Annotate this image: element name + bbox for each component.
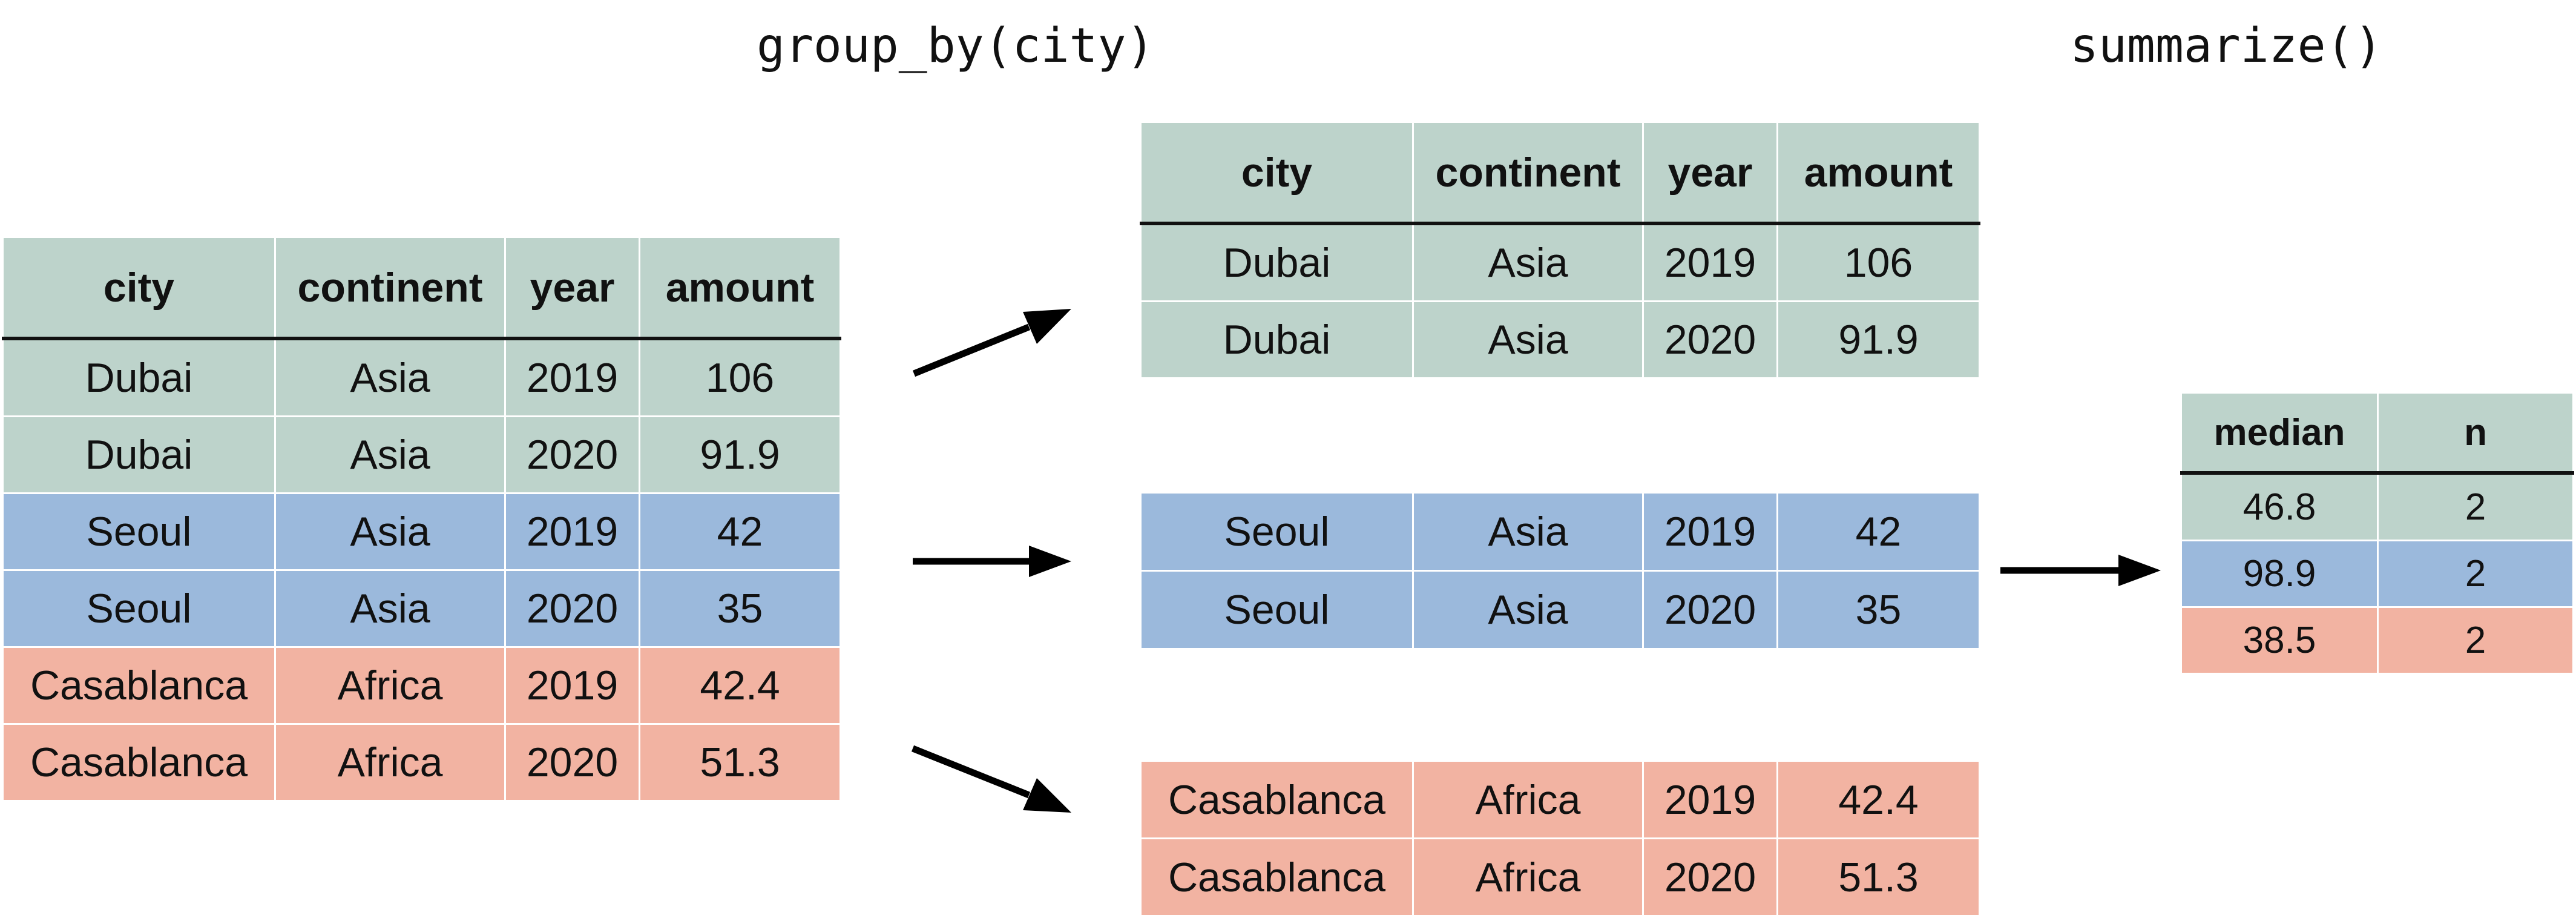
column-header-city: city bbox=[1140, 121, 1414, 225]
cell-amount: 42.4 bbox=[1776, 760, 1980, 839]
arrow-to-dubai bbox=[912, 323, 1031, 377]
table-row: Casablanca Africa 2019 42.4 bbox=[2, 646, 841, 725]
group-by-label: group_by(city) bbox=[757, 19, 1155, 73]
cell-year: 2020 bbox=[1642, 570, 1778, 650]
cell-city: Dubai bbox=[1140, 300, 1414, 379]
cell-amount: 51.3 bbox=[1776, 837, 1980, 917]
cell-year: 2020 bbox=[504, 723, 640, 802]
table-row: Dubai Asia 2020 91.9 bbox=[1140, 300, 1980, 379]
table-row: Casablanca Africa 2019 42.4 bbox=[1140, 760, 1980, 839]
arrow-to-casablanca-head bbox=[1023, 778, 1071, 813]
table-row: Seoul Asia 2020 35 bbox=[1140, 570, 1980, 650]
column-header-median: median bbox=[2180, 392, 2379, 475]
column-header-continent: continent bbox=[1412, 121, 1644, 225]
cell-city: Casablanca bbox=[2, 646, 276, 725]
group-table-seoul: Seoul Asia 2019 42 Seoul Asia 2020 35 bbox=[1140, 492, 1980, 650]
cell-amount: 106 bbox=[639, 337, 841, 417]
cell-continent: Asia bbox=[1412, 492, 1644, 572]
column-header-continent: continent bbox=[274, 236, 506, 340]
table-row: 98.9 2 bbox=[2180, 540, 2574, 608]
cell-amount: 42 bbox=[1776, 492, 1980, 572]
cell-city: Casablanca bbox=[2, 723, 276, 802]
cell-median: 98.9 bbox=[2180, 540, 2379, 608]
cell-continent: Asia bbox=[1412, 300, 1644, 379]
summary-table: median n 46.8 2 98.9 2 38.5 2 bbox=[2180, 392, 2574, 675]
header-row: median n bbox=[2180, 392, 2574, 475]
cell-city: Casablanca bbox=[1140, 760, 1414, 839]
table-row: Dubai Asia 2019 106 bbox=[1140, 222, 1980, 302]
cell-n: 2 bbox=[2377, 606, 2574, 675]
cell-continent: Africa bbox=[274, 646, 506, 725]
cell-city: Dubai bbox=[1140, 222, 1414, 302]
cell-amount: 91.9 bbox=[1776, 300, 1980, 379]
table-row: Dubai Asia 2020 91.9 bbox=[2, 415, 841, 494]
cell-continent: Asia bbox=[274, 492, 506, 571]
cell-city: Dubai bbox=[2, 337, 276, 417]
cell-city: Seoul bbox=[1140, 492, 1414, 572]
cell-n: 2 bbox=[2377, 472, 2574, 541]
column-header-city: city bbox=[2, 236, 276, 340]
cell-amount: 35 bbox=[639, 569, 841, 648]
cell-year: 2020 bbox=[504, 569, 640, 648]
group-table-dubai: city continent year amount Dubai Asia 20… bbox=[1140, 121, 1980, 379]
cell-median: 46.8 bbox=[2180, 472, 2379, 541]
cell-year: 2019 bbox=[1642, 222, 1778, 302]
cell-year: 2020 bbox=[1642, 837, 1778, 917]
cell-continent: Asia bbox=[274, 569, 506, 648]
cell-city: Seoul bbox=[1140, 570, 1414, 650]
cell-continent: Asia bbox=[274, 337, 506, 417]
cell-amount: 51.3 bbox=[639, 723, 841, 802]
cell-median: 38.5 bbox=[2180, 606, 2379, 675]
cell-year: 2019 bbox=[504, 337, 640, 417]
column-header-amount: amount bbox=[1776, 121, 1980, 225]
table-row: Seoul Asia 2019 42 bbox=[2, 492, 841, 571]
cell-amount: 106 bbox=[1776, 222, 1980, 302]
cell-year: 2019 bbox=[504, 646, 640, 725]
cell-continent: Africa bbox=[1412, 837, 1644, 917]
source-table: city continent year amount Dubai Asia 20… bbox=[2, 236, 841, 802]
arrow-to-seoul-head bbox=[1029, 546, 1071, 577]
table-row: Seoul Asia 2020 35 bbox=[2, 569, 841, 648]
cell-year: 2019 bbox=[504, 492, 640, 571]
cell-n: 2 bbox=[2377, 540, 2574, 608]
cell-continent: Africa bbox=[274, 723, 506, 802]
column-header-year: year bbox=[1642, 121, 1778, 225]
cell-city: Seoul bbox=[2, 492, 276, 571]
column-header-n: n bbox=[2377, 392, 2574, 475]
table-row: 38.5 2 bbox=[2180, 606, 2574, 675]
arrow-to-dubai-head bbox=[1023, 309, 1071, 344]
table-row: Casablanca Africa 2020 51.3 bbox=[1140, 837, 1980, 917]
cell-amount: 42 bbox=[639, 492, 841, 571]
column-header-year: year bbox=[504, 236, 640, 340]
arrow-to-casablanca bbox=[911, 745, 1031, 799]
cell-amount: 35 bbox=[1776, 570, 1980, 650]
cell-year: 2019 bbox=[1642, 760, 1778, 839]
group-table-casablanca: Casablanca Africa 2019 42.4 Casablanca A… bbox=[1140, 760, 1980, 917]
table-row: 46.8 2 bbox=[2180, 472, 2574, 541]
cell-year: 2020 bbox=[1642, 300, 1778, 379]
cell-continent: Asia bbox=[1412, 222, 1644, 302]
column-header-amount: amount bbox=[639, 236, 841, 340]
table-row: Seoul Asia 2019 42 bbox=[1140, 492, 1980, 572]
cell-continent: Asia bbox=[1412, 570, 1644, 650]
table-row: Dubai Asia 2019 106 bbox=[2, 337, 841, 417]
cell-city: Seoul bbox=[2, 569, 276, 648]
cell-city: Casablanca bbox=[1140, 837, 1414, 917]
cell-city: Dubai bbox=[2, 415, 276, 494]
arrow-to-summary-head bbox=[2118, 555, 2161, 586]
cell-amount: 91.9 bbox=[639, 415, 841, 494]
cell-year: 2019 bbox=[1642, 492, 1778, 572]
header-row: city continent year amount bbox=[2, 236, 841, 340]
table-row: Casablanca Africa 2020 51.3 bbox=[2, 723, 841, 802]
header-row: city continent year amount bbox=[1140, 121, 1980, 225]
cell-continent: Asia bbox=[274, 415, 506, 494]
cell-year: 2020 bbox=[504, 415, 640, 494]
cell-amount: 42.4 bbox=[639, 646, 841, 725]
cell-continent: Africa bbox=[1412, 760, 1644, 839]
summarize-label: summarize() bbox=[2070, 19, 2383, 73]
